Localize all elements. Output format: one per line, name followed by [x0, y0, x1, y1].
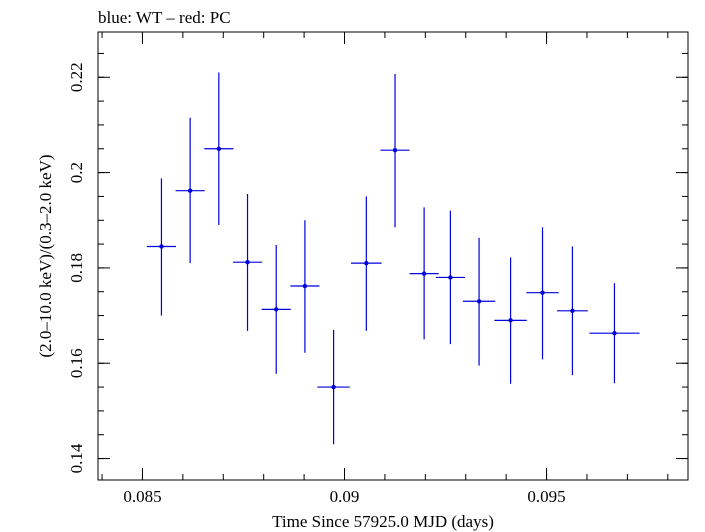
plot-frame: [97, 31, 689, 481]
data-point-marker: [331, 384, 336, 390]
x-tick-label: 0.085: [123, 487, 161, 506]
data-point-marker: [187, 188, 193, 193]
data-point-marker: [570, 308, 575, 314]
data-point-marker: [159, 244, 164, 249]
data-point-marker: [302, 283, 308, 289]
chart-title: blue: WT – red: PC: [98, 8, 231, 27]
data-point-marker: [216, 146, 222, 151]
major-ticks: [98, 32, 688, 480]
minor-ticks: [98, 32, 688, 480]
data-point-marker: [612, 331, 617, 336]
data-point: [589, 283, 640, 384]
y-tick-labels: 0.14 0.16 0.18 0.2 0.22: [67, 62, 86, 473]
data-point: [204, 72, 234, 226]
x-tick-labels: 0.085 0.09 0.095: [123, 487, 565, 506]
y-tick-label: 0.22: [67, 62, 86, 92]
data-point: [409, 207, 439, 340]
data-point: [557, 246, 588, 376]
y-axis-title: (2.0–10.0 keV)/(0.3–2.0 keV): [36, 154, 55, 357]
data-point-marker: [392, 147, 398, 153]
y-tick-label: 0.16: [67, 348, 86, 378]
data-point-marker: [245, 259, 250, 265]
data-point: [526, 227, 559, 360]
data-point-marker: [476, 299, 482, 304]
data-point: [232, 194, 263, 331]
data-point: [317, 329, 350, 445]
data-point: [462, 237, 496, 366]
data-point: [261, 245, 291, 374]
y-tick-label: 0.14: [67, 443, 86, 473]
x-tick-label: 0.09: [330, 487, 360, 506]
data-point-marker: [274, 307, 279, 312]
data-point: [146, 178, 176, 316]
data-point: [380, 73, 410, 228]
y-tick-label: 0.2: [67, 162, 86, 183]
data-point: [175, 117, 205, 264]
data-series-wt: [146, 72, 640, 445]
x-axis-title: Time Since 57925.0 MJD (days): [272, 512, 494, 531]
data-point-marker: [540, 290, 545, 295]
data-point: [435, 210, 465, 345]
data-point-marker: [448, 275, 453, 280]
data-point-marker: [364, 260, 369, 266]
data-point-marker: [421, 271, 427, 276]
data-point: [350, 196, 382, 331]
data-point-marker: [508, 318, 513, 323]
data-point: [290, 220, 320, 353]
y-tick-label: 0.18: [67, 253, 86, 283]
x-tick-label: 0.095: [527, 487, 565, 506]
data-point: [494, 257, 527, 384]
